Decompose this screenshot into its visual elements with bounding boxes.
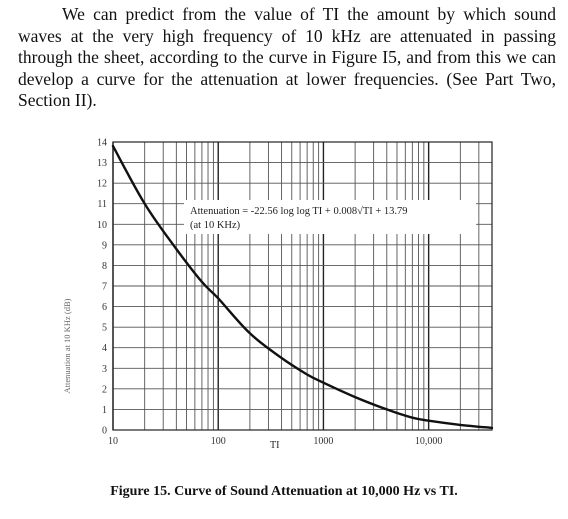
y-tick-label: 11 (97, 199, 107, 210)
y-tick-label: 8 (102, 261, 107, 272)
attenuation-curve (111, 144, 494, 430)
y-tick-label: 7 (102, 282, 107, 293)
y-tick-label: 13 (97, 158, 107, 169)
y-tick-label: 9 (102, 240, 107, 251)
y-axis-label: Attenuation at 10 KHz (dB) (62, 298, 72, 393)
y-tick-label: 12 (97, 179, 107, 190)
curve-group (111, 144, 494, 430)
annotation-background (184, 200, 476, 234)
y-tick-label: 10 (97, 220, 107, 231)
y-tick-label: 14 (97, 138, 107, 149)
y-tick-label: 3 (102, 364, 107, 375)
y-tick-label: 4 (102, 343, 107, 354)
x-axis-label: TI (270, 440, 279, 451)
y-tick-label: 1 (102, 405, 107, 416)
equation-annotation: Attenuation = -22.56 log log TI + 0.008√… (190, 205, 408, 217)
y-tick-label: 5 (102, 323, 107, 334)
x-tick-label: 10,000 (415, 436, 443, 447)
x-tick-labels: 10 100 1000 10,000 (108, 436, 442, 447)
body-paragraph: We can predict from the value of TI the … (18, 4, 556, 110)
equation-annotation-note: (at 10 KHz) (190, 220, 241, 231)
chart-grid (112, 141, 493, 431)
y-tick-label: 2 (102, 384, 107, 395)
y-tick-label: 6 (102, 302, 107, 313)
plot-frame (112, 141, 493, 431)
x-tick-label: 10 (108, 436, 118, 447)
y-tick-label: 0 (102, 426, 107, 437)
x-tick-label: 1000 (313, 436, 333, 447)
figure-caption: Figure 15. Curve of Sound Attenuation at… (110, 484, 458, 499)
x-tick-label: 100 (211, 436, 226, 447)
